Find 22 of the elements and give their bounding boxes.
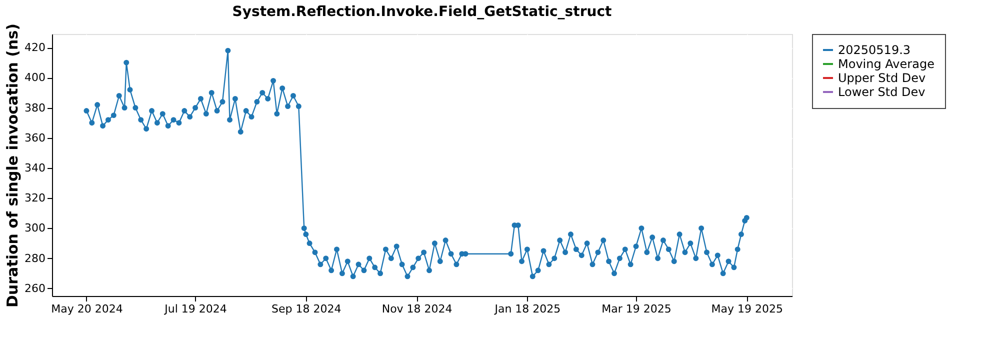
legend-label: Lower Std Dev — [838, 85, 926, 99]
y-tick-label: 340 — [24, 162, 46, 175]
x-tick-label: Mar 19 2025 — [602, 302, 672, 316]
y-tick-label: 360 — [24, 131, 46, 144]
y-tick-label: 400 — [24, 71, 46, 84]
y-tick-label: 260 — [24, 282, 46, 295]
y-tick-label: 420 — [24, 41, 46, 54]
y-tick-label: 280 — [24, 252, 46, 265]
chart-title: System.Reflection.Invoke.Field_GetStatic_struct — [232, 4, 612, 20]
x-tick-label: Jul 19 2024 — [164, 302, 227, 316]
x-tick-label: Jan 18 2025 — [494, 302, 561, 316]
x-tick-label: May 20 2024 — [51, 302, 123, 316]
x-tick-label: Nov 18 2024 — [382, 302, 452, 316]
legend-label: Upper Std Dev — [838, 71, 926, 85]
y-tick-label: 300 — [24, 222, 46, 235]
x-tick-label: Sep 18 2024 — [272, 302, 342, 316]
y-axis-title: Duration of single invocation (ns) — [4, 24, 22, 308]
y-tick-label: 320 — [24, 192, 46, 205]
legend-label: Moving Average — [838, 57, 934, 71]
x-tick-label: May 19 2025 — [711, 302, 784, 316]
legend-label: 20250519.3 — [838, 43, 911, 57]
y-tick-label: 380 — [24, 101, 46, 114]
